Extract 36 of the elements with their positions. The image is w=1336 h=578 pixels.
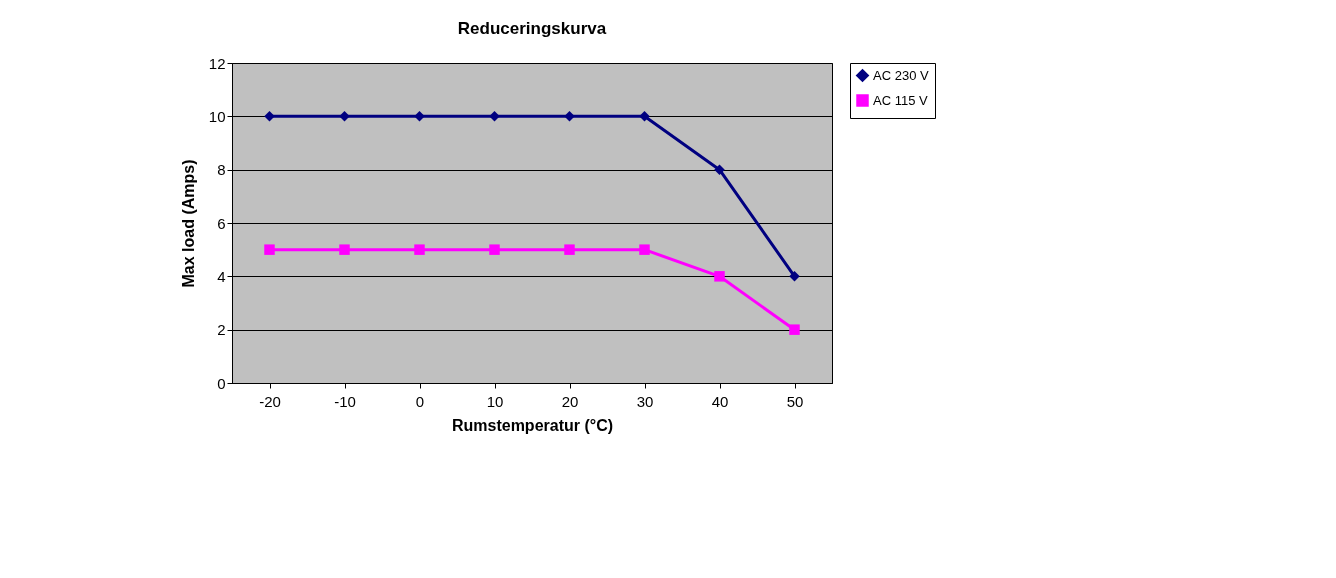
- x-tick-label: 50: [786, 392, 804, 410]
- point: [714, 271, 725, 282]
- chart-title: Reduceringskurva: [457, 19, 607, 38]
- y-tick-label: 6: [217, 214, 226, 232]
- x-tick-label: 20: [561, 392, 579, 410]
- x-tick-label: 10: [486, 392, 504, 410]
- point: [564, 111, 575, 122]
- point: [414, 111, 425, 122]
- y-tick-label: 12: [208, 54, 226, 72]
- y-tick-label: 4: [217, 267, 226, 285]
- y-tick-label: 0: [217, 374, 226, 392]
- point: [564, 244, 575, 255]
- point: [489, 244, 500, 255]
- point: [714, 164, 725, 175]
- point: [414, 244, 425, 255]
- point: [489, 111, 500, 122]
- point: [339, 244, 350, 255]
- x-tick-label: 30: [636, 392, 654, 410]
- point: [789, 324, 800, 335]
- legend-label: AC 230 V: [873, 67, 929, 83]
- x-tick-label: 0: [415, 392, 425, 410]
- y-tick-label: 10: [208, 107, 226, 125]
- legend-label: AC 115 V: [873, 92, 929, 108]
- x-axis-title: Rumstemperatur (°C): [451, 416, 614, 434]
- x-tick-label: -20: [259, 392, 281, 410]
- point: [639, 244, 650, 255]
- y-tick-label: 8: [217, 161, 226, 179]
- y-axis-title: Max load (Amps): [179, 159, 197, 288]
- point: [789, 271, 800, 282]
- point: [639, 111, 650, 122]
- point: [264, 244, 275, 255]
- y-tick-label: 2: [217, 321, 226, 339]
- x-tick-label: 40: [711, 392, 729, 410]
- point: [339, 111, 350, 122]
- x-tick-label: -10: [334, 392, 356, 410]
- point: [264, 111, 275, 122]
